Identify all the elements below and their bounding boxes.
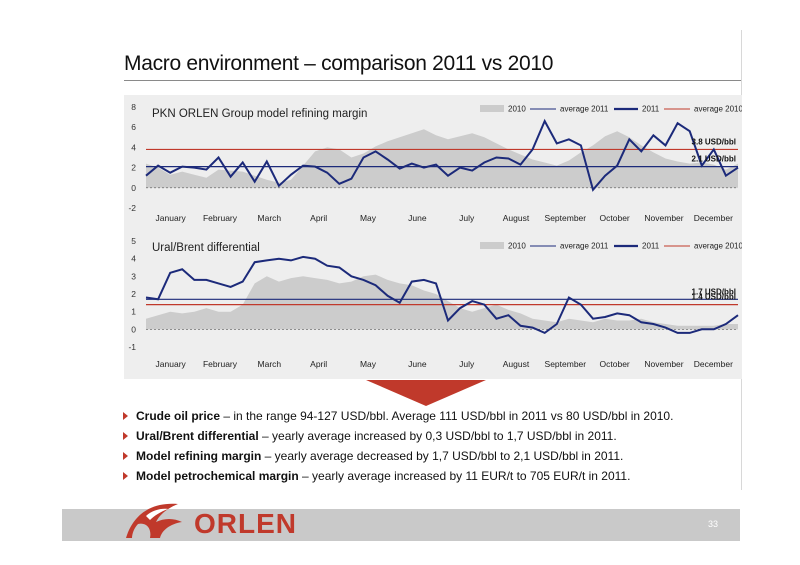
page-number: 33 [708, 519, 719, 529]
legend-2010-label: 2010 [508, 105, 526, 114]
legend-2011-label: 2011 [642, 242, 660, 251]
y-tick-label: -2 [128, 203, 136, 213]
bullet-text: – in the range 94-127 USD/bbl. Average 1… [220, 409, 674, 423]
bullet-text: – yearly average decreased by 1,7 USD/bb… [261, 449, 624, 463]
legend-average-2011-label: average 2011 [560, 242, 609, 251]
bullet-arrow-icon [123, 452, 128, 460]
charts-svg: -2 0 2 4 6 8 January February March April May June J… [128, 102, 743, 369]
bullet-arrow-icon [123, 472, 128, 480]
x-tick-label: February [203, 359, 238, 369]
bullet-arrow-icon [123, 412, 128, 420]
chart-title: Ural/Brent differential [152, 242, 260, 254]
footer-bar [62, 509, 740, 541]
x-tick-label: September [545, 213, 587, 223]
legend-average-2011-label: average 2011 [560, 105, 609, 114]
y-tick-label: 6 [131, 122, 136, 132]
x-tick-label: October [600, 213, 630, 223]
legend-2010-swatch [480, 105, 504, 112]
legend-2010-swatch [480, 242, 504, 249]
y-tick-label: -1 [128, 342, 136, 352]
average-value-annotation: 3.8 USD/bbl [692, 137, 736, 146]
average-value-annotation: 2.1 USD/bbl [692, 155, 736, 164]
bullet-arrow-icon [123, 432, 128, 440]
bullet-term: Ural/Brent differential [136, 429, 259, 443]
series-2011-line [145, 255, 739, 335]
x-tick-label: November [644, 359, 683, 369]
x-tick-label: March [258, 213, 282, 223]
legend-average-2010-label: average 2010 [694, 105, 742, 114]
summary-bullets: Crude oil price – in the range 94-127 US… [120, 406, 740, 486]
x-tick-label: March [258, 359, 282, 369]
x-tick-label: June [408, 213, 427, 223]
x-tick-label: February [203, 213, 238, 223]
slide-title: Macro environment – comparison 2011 vs 2… [124, 52, 554, 75]
average-value-annotation: 1.7 USD/bbl [692, 287, 736, 296]
x-tick-label: November [644, 213, 683, 223]
y-tick-label: 5 [131, 236, 136, 246]
y-tick-label: 4 [131, 142, 136, 152]
x-tick-label: August [503, 213, 530, 223]
x-tick-label: April [310, 213, 327, 223]
footer-brand-logo: ORLEN [194, 508, 297, 539]
x-tick-label: July [459, 359, 475, 369]
y-tick-label: 0 [131, 183, 136, 193]
legend-2010-label: 2010 [508, 242, 526, 251]
x-tick-label: April [310, 359, 327, 369]
x-tick-label: December [694, 213, 733, 223]
orlen-eagle-logo-icon [126, 503, 182, 538]
x-tick-label: September [545, 359, 587, 369]
bullet-term: Model refining margin [136, 449, 262, 463]
average-value-annotation: 1.4 USD/bbl [692, 293, 736, 302]
legend-average-2010-label: average 2010 [694, 242, 742, 251]
y-tick-label: 0 [131, 324, 136, 334]
bullet-item: Model petrochemical margin – yearly aver… [120, 466, 740, 486]
y-tick-label: 2 [131, 163, 136, 173]
bullet-item: Model refining margin – yearly average d… [120, 446, 740, 466]
series-2011-line [145, 118, 739, 192]
x-tick-label: May [360, 213, 377, 223]
y-tick-label: 1 [131, 307, 136, 317]
x-tick-label: October [600, 359, 630, 369]
bullet-term: Model petrochemical margin [136, 469, 299, 483]
legend-2011-label: 2011 [642, 105, 660, 114]
y-tick-label: 3 [131, 271, 136, 281]
x-tick-label: July [459, 213, 475, 223]
y-tick-label: 2 [131, 289, 136, 299]
series-2010-area [146, 129, 738, 188]
chart-title: PKN ORLEN Group model refining margin [152, 108, 367, 120]
x-tick-label: January [156, 213, 187, 223]
title-divider [124, 80, 742, 81]
bullet-term: Crude oil price [136, 409, 221, 423]
bullet-text: – yearly average increased by 0,3 USD/bb… [258, 429, 617, 443]
bullet-item: Ural/Brent differential – yearly average… [120, 426, 740, 446]
x-tick-label: August [503, 359, 530, 369]
x-tick-label: December [694, 359, 733, 369]
x-tick-label: June [408, 359, 427, 369]
x-tick-label: January [156, 359, 187, 369]
x-tick-label: May [360, 359, 377, 369]
y-tick-label: 8 [131, 102, 136, 112]
y-tick-label: 4 [131, 254, 136, 264]
charts-panel: -2 0 2 4 6 8 January February March April May June J… [124, 95, 743, 379]
bullet-text: – yearly average increased by 11 EUR/t t… [298, 469, 631, 483]
down-arrow-icon [366, 380, 486, 406]
bullet-item: Crude oil price – in the range 94-127 US… [120, 406, 740, 426]
